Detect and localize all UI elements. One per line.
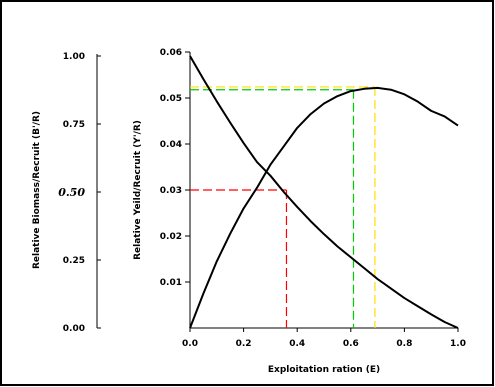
series-lines — [189, 55, 459, 329]
y-axis-secondary-title: Relative Biomass/Recruit (B'/R) — [32, 111, 42, 269]
x-tick-label: 0.6 — [343, 339, 359, 349]
x-tick-label: 1.0 — [450, 339, 466, 349]
y-tick-label: 0.06 — [160, 48, 182, 58]
y-secondary-tick-label: 0.75 — [63, 120, 85, 130]
y-ticks-secondary: 0.00 0.25 0.50 0.75 1.00 — [58, 52, 101, 334]
x-tick-label: 0.8 — [396, 339, 412, 349]
y-secondary-tick-label: 0.50 — [58, 186, 85, 199]
y-tick-label: 0.01 — [160, 278, 182, 288]
y-tick-label: 0.02 — [160, 232, 182, 242]
y-ticks: 0.01 0.02 0.03 0.04 0.05 0.06 — [160, 48, 190, 288]
y-tick-label: 0.03 — [160, 186, 182, 196]
reference-lines — [190, 86, 376, 328]
y-secondary-tick-label: 0.25 — [63, 256, 85, 266]
y-secondary-tick-label: 0.00 — [63, 324, 85, 334]
series-line-yield — [189, 86, 459, 329]
y-axis-title: Relative Yeild/Recruit (Y'/R) — [133, 120, 143, 260]
y-secondary-tick-label: 1.00 — [63, 52, 85, 62]
x-axis-title: Exploitation ration (E) — [268, 365, 380, 375]
x-tick-label: 0.0 — [182, 339, 198, 349]
x-tick-label: 0.2 — [236, 339, 252, 349]
series-line-biomass — [189, 55, 459, 329]
x-tick-label: 0.4 — [289, 339, 305, 349]
y-tick-label: 0.04 — [160, 140, 182, 150]
x-ticks: 0.0 0.2 0.4 0.6 0.8 1.0 — [182, 328, 466, 349]
y-tick-label: 0.05 — [160, 94, 182, 104]
